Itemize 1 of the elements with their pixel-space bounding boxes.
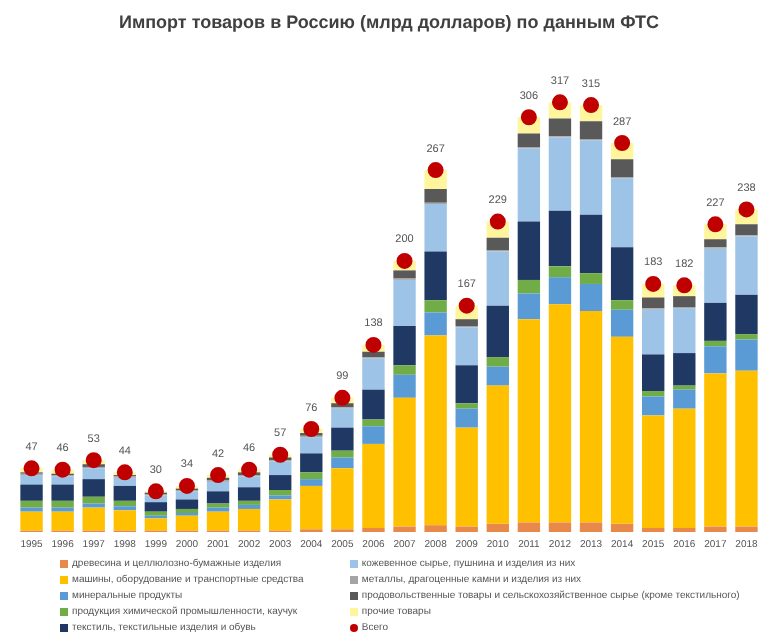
- text: Импорт товаров в Россию (млрд долларов) по данным ФТС: [118, 11, 660, 32]
